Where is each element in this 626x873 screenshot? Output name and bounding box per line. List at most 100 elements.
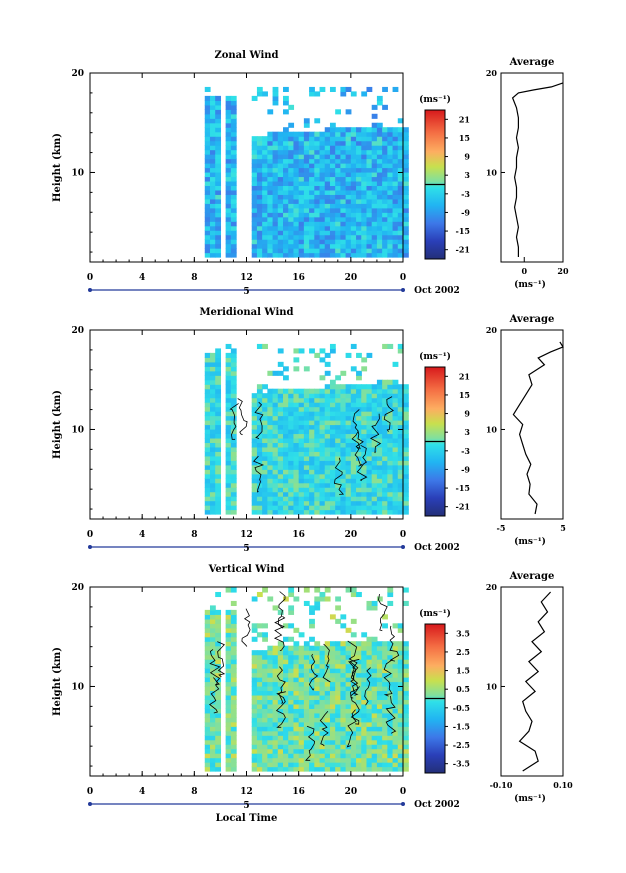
heatmap-cell bbox=[387, 708, 394, 714]
heatmap-cell bbox=[272, 167, 279, 173]
heatmap-cell bbox=[356, 650, 362, 656]
heatmap-cell bbox=[251, 158, 258, 164]
heatmap-cell bbox=[314, 744, 321, 750]
heatmap-cell bbox=[350, 496, 357, 502]
heatmap-cell bbox=[403, 212, 409, 218]
heatmap-cell bbox=[366, 402, 373, 408]
heatmap-cell bbox=[225, 343, 232, 350]
contour-line bbox=[383, 659, 393, 697]
heatmap-cell bbox=[262, 194, 268, 200]
heatmap-cell bbox=[403, 225, 409, 231]
heatmap-cell bbox=[288, 411, 295, 417]
heatmap-cell bbox=[382, 198, 388, 204]
heatmap-cell bbox=[204, 140, 211, 146]
heatmap-cell bbox=[392, 672, 399, 678]
contour-line bbox=[241, 608, 251, 647]
heatmap-cell bbox=[303, 460, 310, 466]
heatmap-cell bbox=[403, 464, 409, 470]
heatmap-cell bbox=[387, 762, 394, 768]
heatmap-cell bbox=[340, 149, 347, 155]
heatmap-cell bbox=[314, 654, 321, 660]
heatmap-cell bbox=[329, 397, 336, 403]
heatmap-cell bbox=[376, 677, 383, 683]
heatmap-cell bbox=[335, 212, 341, 218]
heatmap-cell bbox=[215, 609, 222, 615]
heatmap-cell bbox=[361, 690, 368, 696]
heatmap-cell bbox=[345, 149, 352, 155]
heatmap-cell bbox=[309, 198, 315, 204]
heatmap-cell bbox=[345, 473, 352, 479]
heatmap-cell bbox=[376, 140, 383, 146]
heatmap-cell bbox=[209, 167, 216, 173]
heatmap-cell bbox=[356, 735, 362, 741]
heatmap-cell bbox=[293, 726, 300, 732]
heatmap-cell bbox=[230, 609, 237, 615]
heatmap-cell bbox=[251, 234, 258, 240]
heatmap-cell bbox=[230, 140, 237, 146]
heatmap-cell bbox=[392, 239, 399, 245]
heatmap-cell bbox=[309, 491, 315, 497]
heatmap-cell bbox=[340, 158, 347, 164]
heatmap-cell bbox=[366, 744, 373, 750]
heatmap-cell bbox=[277, 207, 284, 213]
heatmap-cell bbox=[392, 491, 399, 497]
colorbar-tick-label: 3 bbox=[464, 427, 470, 437]
heatmap-cell bbox=[283, 735, 289, 741]
heatmap-cell bbox=[371, 708, 378, 714]
heatmap-cell bbox=[366, 411, 373, 417]
heatmap-cell bbox=[376, 744, 383, 750]
heatmap-cell bbox=[366, 393, 373, 399]
heatmap-cell bbox=[356, 717, 362, 723]
heatmap-cell bbox=[329, 748, 336, 754]
heatmap-cell bbox=[350, 163, 357, 169]
heatmap-cell bbox=[230, 437, 237, 444]
heatmap-cell bbox=[230, 176, 237, 182]
heatmap-cell bbox=[262, 451, 268, 457]
heatmap-cell bbox=[392, 167, 399, 173]
heatmap-cell bbox=[361, 748, 368, 754]
heatmap-cell bbox=[340, 766, 347, 772]
heatmap-cell bbox=[209, 645, 216, 651]
heatmap-cell bbox=[251, 140, 258, 146]
heatmap-cell bbox=[335, 645, 341, 651]
heatmap-cell bbox=[204, 654, 211, 660]
heatmap-cell bbox=[262, 757, 268, 763]
heatmap-cell bbox=[361, 248, 368, 254]
heatmap-cell bbox=[335, 668, 341, 674]
heatmap-cell bbox=[283, 216, 289, 222]
heatmap-cell bbox=[340, 717, 347, 723]
heatmap-cell bbox=[209, 478, 216, 484]
heatmap-cell bbox=[361, 397, 368, 403]
heatmap-cell bbox=[319, 243, 326, 249]
heatmap-cell bbox=[225, 721, 232, 727]
heatmap-cell bbox=[288, 230, 295, 236]
heatmap-cell bbox=[319, 487, 326, 493]
heatmap-cell bbox=[293, 225, 300, 231]
heatmap-cell bbox=[256, 140, 263, 146]
heatmap-cell bbox=[397, 411, 404, 417]
heatmap-cell bbox=[204, 379, 211, 385]
heatmap-cell bbox=[298, 726, 305, 732]
heatmap-cell bbox=[345, 730, 352, 736]
heatmap-cell bbox=[403, 207, 409, 213]
heatmap-cell bbox=[293, 478, 300, 484]
heatmap-cell bbox=[376, 464, 383, 470]
heatmap-cell bbox=[403, 708, 409, 714]
heatmap-cell bbox=[230, 685, 237, 692]
heatmap-cell bbox=[335, 167, 341, 173]
heatmap-cell bbox=[309, 252, 315, 258]
heatmap-cell bbox=[403, 739, 409, 745]
heatmap-cell bbox=[225, 180, 232, 187]
heatmap-cell bbox=[230, 393, 237, 399]
heatmap-cell bbox=[366, 163, 373, 169]
heatmap-cell bbox=[204, 207, 211, 213]
heatmap-cell bbox=[319, 596, 326, 602]
heatmap-cell bbox=[293, 685, 300, 692]
heatmap-cell bbox=[356, 496, 362, 502]
heatmap-cell bbox=[350, 203, 357, 209]
heatmap-cell bbox=[293, 645, 300, 651]
heatmap-cell bbox=[335, 420, 341, 426]
heatmap-cell bbox=[303, 221, 310, 227]
heatmap-cell bbox=[340, 721, 347, 727]
